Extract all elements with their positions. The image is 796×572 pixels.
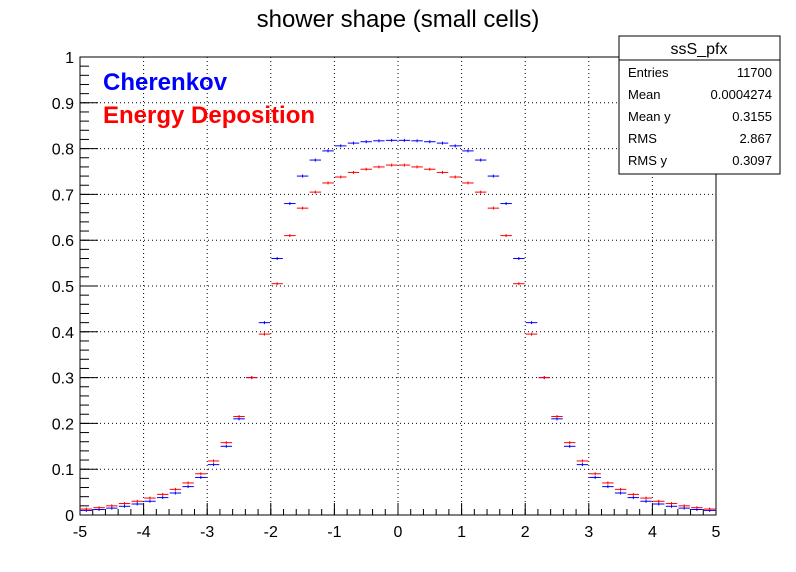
- stats-box: ssS_pfx Entries 11700 Mean 0.0004274 Mea…: [618, 35, 781, 175]
- y-tick-label: 0.7: [52, 187, 74, 204]
- series-0: [80, 138, 716, 512]
- legend-energy-deposition: Energy Deposition: [103, 102, 315, 129]
- axis-ticks: [79, 56, 717, 516]
- y-tick-label: 0.1: [52, 462, 74, 479]
- y-tick-label: 0.2: [52, 416, 74, 433]
- x-tick-label: 4: [648, 524, 657, 541]
- y-tick-label: 0: [65, 508, 74, 525]
- stats-label-mean-y: Mean y: [628, 109, 671, 124]
- x-tick-label: -1: [327, 524, 341, 541]
- stats-box-frame: [618, 35, 781, 175]
- series-1: [80, 163, 716, 511]
- y-tick-label: 0.3: [52, 371, 74, 388]
- x-tick-label: 1: [457, 524, 466, 541]
- stats-label-entries: Entries: [628, 65, 669, 80]
- y-tick-label: 0.6: [52, 233, 74, 250]
- x-tick-label: -3: [200, 524, 214, 541]
- y-tick-label: 0.9: [52, 96, 74, 113]
- x-tick-label: -5: [73, 524, 87, 541]
- x-tick-labels: -5 -4 -3 -2 -1 0 1 2 3 4 5: [73, 524, 721, 541]
- stats-value-rms: 2.867: [739, 131, 772, 146]
- x-tick-label: 5: [712, 524, 721, 541]
- stats-label-mean: Mean: [628, 87, 661, 102]
- y-tick-labels: 0 0.1 0.2 0.3 0.4 0.5 0.6 0.7 0.8 0.9 1: [52, 50, 74, 525]
- x-tick-label: 0: [394, 524, 403, 541]
- stats-value-rms-y: 0.3097: [732, 153, 772, 168]
- y-tick-label: 0.4: [52, 325, 74, 342]
- x-tick-label: -2: [264, 524, 278, 541]
- y-tick-label: 0.8: [52, 142, 74, 159]
- stats-value-entries: 11700: [737, 65, 772, 80]
- x-tick-label: -4: [136, 524, 150, 541]
- chart-title: shower shape (small cells): [257, 6, 540, 33]
- stats-box-title: ssS_pfx: [671, 41, 728, 58]
- y-tick-label: 1: [65, 50, 74, 67]
- x-tick-label: 3: [584, 524, 593, 541]
- data-points: [80, 138, 716, 512]
- stats-value-mean-y: 0.3155: [732, 109, 772, 124]
- stats-value-mean: 0.0004274: [711, 87, 772, 102]
- legend-cherenkov: Cherenkov: [103, 69, 228, 96]
- stats-label-rms-y: RMS y: [628, 153, 668, 168]
- x-tick-label: 2: [521, 524, 530, 541]
- y-tick-label: 0.5: [52, 279, 74, 296]
- stats-label-rms: RMS: [628, 131, 657, 146]
